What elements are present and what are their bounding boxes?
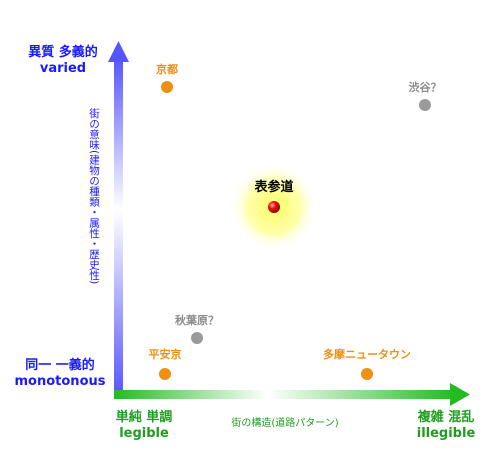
y-axis-line [114, 58, 123, 396]
omotesando-label: 表参道 [254, 180, 294, 195]
x-left-label: 単純 単調 legible [102, 410, 186, 442]
x-axis-title: 街の構造(道路パターン) [231, 418, 339, 429]
shibuya-dot [419, 99, 431, 111]
y-bottom-label-ja: 同一 一義的 [25, 358, 95, 373]
x-right-label-ja: 複雑 混乱 [417, 410, 475, 425]
shibuya-label: 渋谷？ [408, 81, 442, 94]
kyoto-label: 京都 [156, 63, 178, 76]
y-top-label-ja: 異質 多義的 [28, 45, 98, 60]
y-top-label-en: varied [39, 61, 87, 76]
x-axis-arrowhead [450, 383, 470, 406]
tama-dot [361, 368, 373, 380]
x-axis-line [114, 390, 454, 399]
y-bottom-label-en: monotonous [14, 374, 106, 389]
x-left-label-ja: 単純 単調 [115, 410, 173, 425]
y-top-label: 異質 多義的 varied [16, 45, 110, 77]
akihabara-dot [191, 332, 203, 344]
tama-label: 多摩ニュータウン [323, 348, 411, 361]
omotesando-dot [268, 201, 280, 213]
heiankyo-label: 平安京 [148, 348, 182, 361]
x-left-label-en: legible [119, 426, 169, 441]
x-right-label: 複雑 混乱 illegible [404, 410, 488, 442]
kyoto-dot [161, 81, 173, 93]
x-right-label-en: illegible [416, 426, 476, 441]
y-axis-arrowhead [108, 41, 129, 62]
y-bottom-label: 同一 一義的 monotonous [6, 358, 114, 390]
y-axis-title: 街の意味(建物の種類・属性・歴史性) [88, 108, 100, 285]
akihabara-label: 秋葉原？ [175, 314, 219, 327]
heiankyo-dot [159, 368, 171, 380]
